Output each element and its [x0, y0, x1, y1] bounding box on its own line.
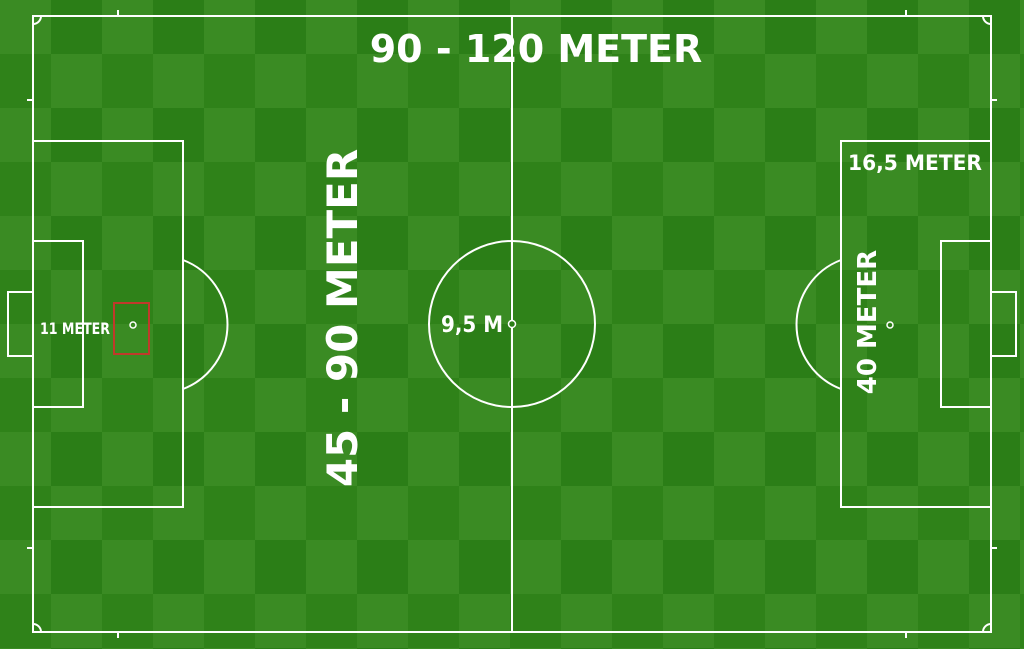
- pitch-length-label: 90 - 120 METER: [370, 27, 703, 71]
- center-circle: [428, 240, 596, 408]
- penalty-spot-distance-label: 11 METER: [40, 319, 110, 338]
- corner-arc-bottom-right: [982, 623, 992, 633]
- corner-arc-top-left: [32, 15, 42, 25]
- pitch-width-label: 45 - 90 METER: [318, 149, 367, 487]
- center-spot: [507, 319, 517, 329]
- penalty-area-depth-label: 16,5 METER: [848, 151, 982, 175]
- right-penalty-spot: [886, 321, 894, 329]
- left-goal: [7, 291, 34, 357]
- corner-arc-bottom-left: [32, 623, 42, 633]
- penalty-spot-highlight-box: [113, 302, 150, 355]
- right-goal: [990, 291, 1017, 357]
- left-penalty-arc: [182, 259, 229, 390]
- boundary-tick-marks: [27, 10, 997, 638]
- penalty-area-width-label: 40 METER: [853, 250, 883, 394]
- right-penalty-arc: [795, 259, 842, 390]
- corner-arc-top-right: [982, 15, 992, 25]
- left-penalty-spot: [129, 321, 137, 329]
- center-circle-radius-label: 9,5 M: [441, 313, 503, 338]
